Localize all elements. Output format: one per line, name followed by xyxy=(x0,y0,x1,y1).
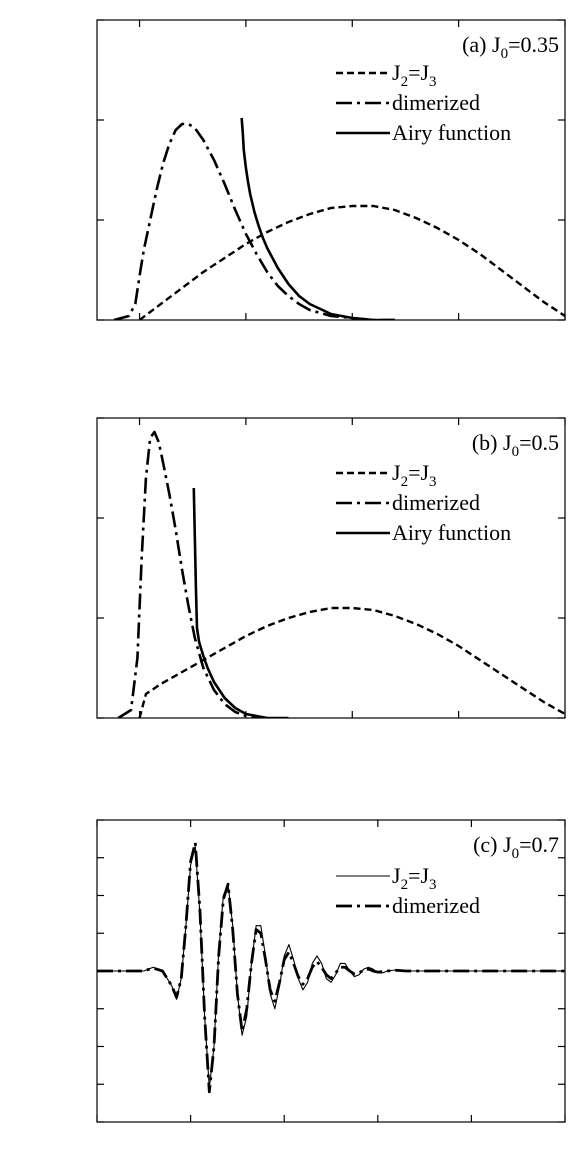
plot-frame xyxy=(96,417,566,719)
legend-label: Airy function xyxy=(392,520,511,545)
legend-label: dimerized xyxy=(392,490,480,515)
series-line-j2-j3 xyxy=(138,204,565,320)
series-line-dimerized xyxy=(113,122,395,320)
series-line-j2-j3 xyxy=(138,606,565,718)
series-line-airy-function xyxy=(240,117,395,320)
series-line-j2-j3 xyxy=(97,845,565,1089)
panel-title: (c) J0=0.7 xyxy=(473,832,559,862)
legend-label: Airy function xyxy=(392,120,511,145)
panel-title: (a) J0=0.35 xyxy=(462,32,559,62)
legend-label: J2=J3 xyxy=(392,460,437,490)
plot-frame xyxy=(96,19,566,321)
series-line-airy-function xyxy=(192,487,289,718)
series-line-dimerized xyxy=(97,841,565,1094)
panel-title: (b) J0=0.5 xyxy=(472,430,559,460)
legend-label: dimerized xyxy=(392,90,480,115)
series-line-dimerized xyxy=(117,430,268,718)
legend-label: dimerized xyxy=(392,893,480,918)
legend-label: J2=J3 xyxy=(392,60,437,90)
legend-label: J2=J3 xyxy=(392,863,437,893)
